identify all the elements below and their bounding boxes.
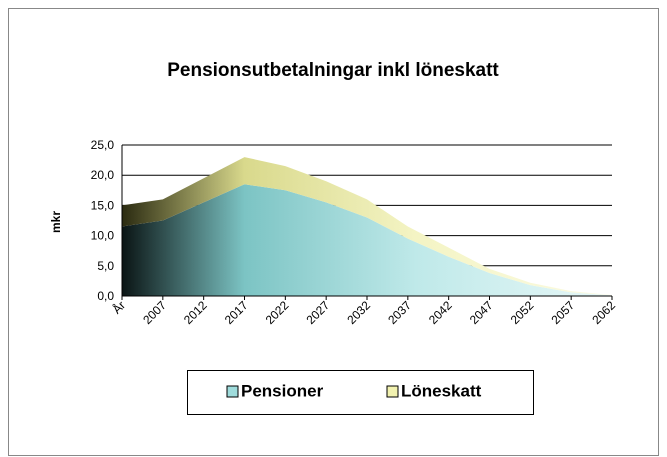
y-tick-label: 0,0	[97, 289, 114, 303]
y-tick-label: 10,0	[91, 229, 115, 243]
area-0	[122, 184, 612, 296]
y-tick-label: 15,0	[91, 198, 115, 212]
legend-label: Pensioner	[241, 381, 324, 400]
y-tick-label: 20,0	[91, 168, 115, 182]
legend-label: Löneskatt	[401, 381, 482, 400]
y-tick-label: 25,0	[91, 138, 115, 152]
legend-swatch	[386, 385, 399, 398]
legend	[187, 370, 534, 415]
legend-swatch	[226, 385, 239, 398]
y-axis-label: mkr	[49, 211, 63, 233]
chart-title: Pensionsutbetalningar inkl löneskatt	[167, 60, 499, 81]
y-tick-label: 5,0	[97, 259, 114, 273]
